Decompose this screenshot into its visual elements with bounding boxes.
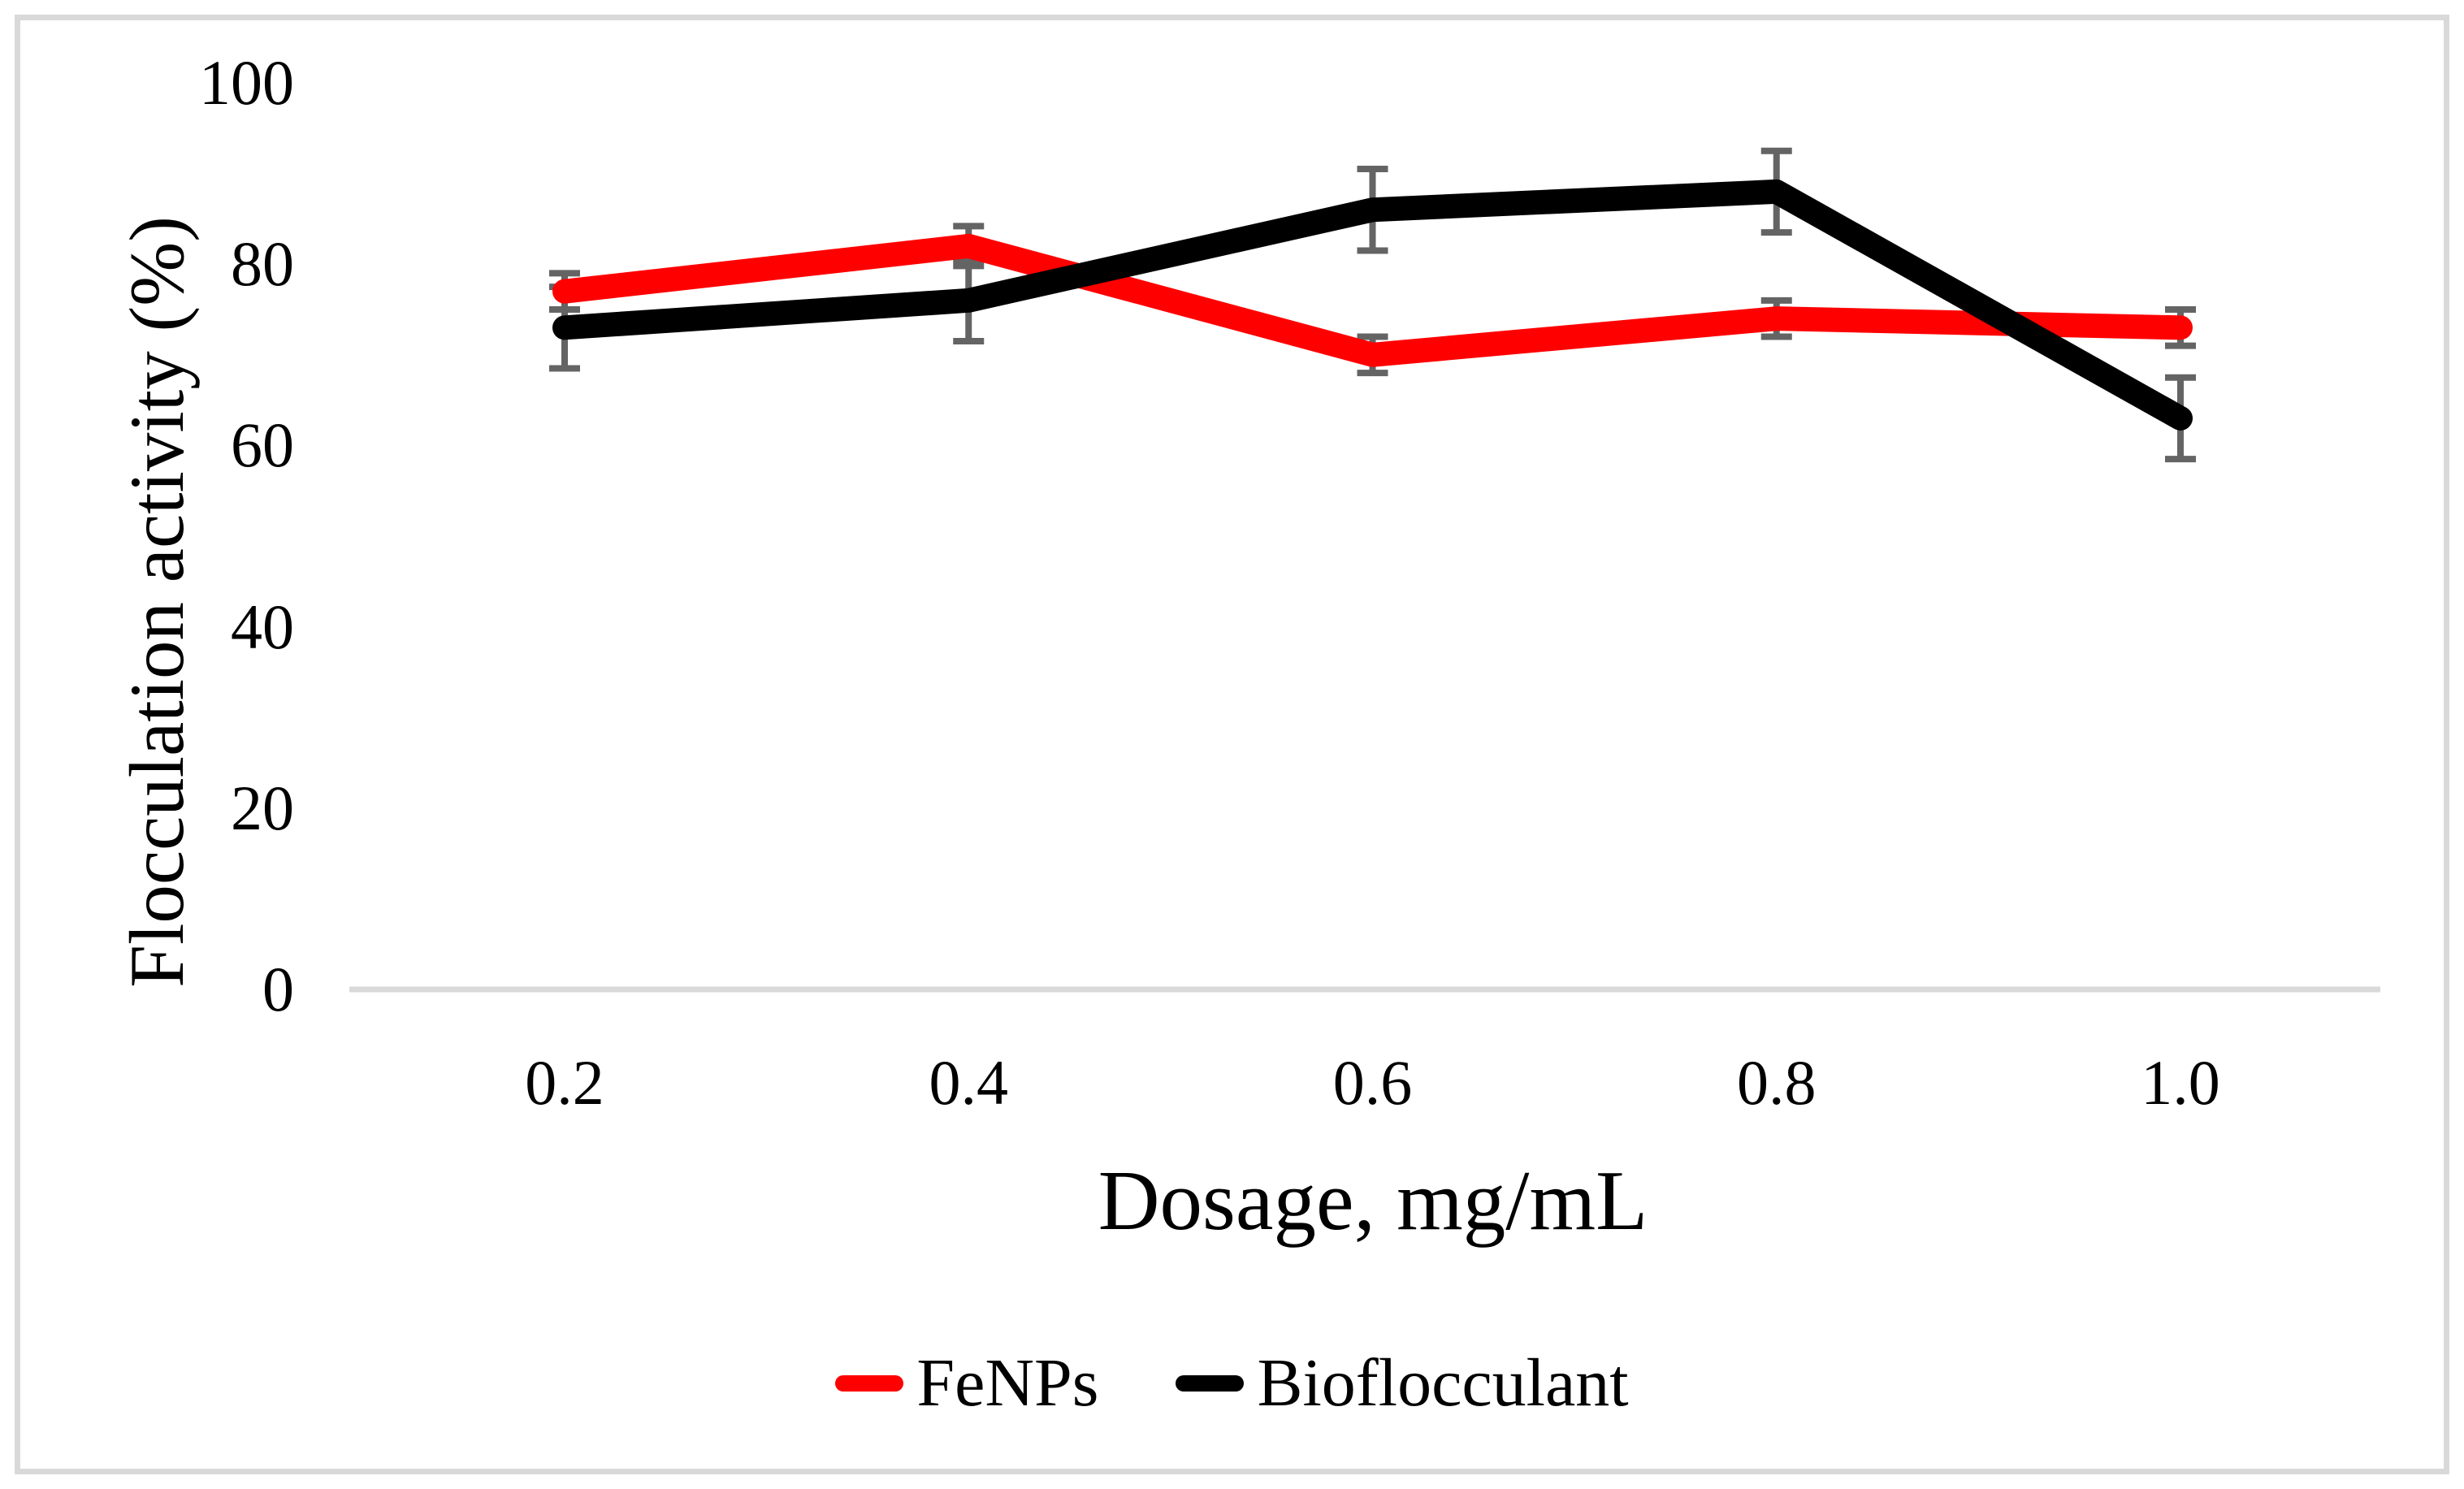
series-line-bioflocculant xyxy=(552,179,2193,431)
legend-label-bioflocculant: Bioflocculant xyxy=(1257,1345,1629,1421)
x-tick-label-0.8: 0.8 xyxy=(1737,1047,1817,1118)
series-line-fenps xyxy=(552,233,2193,367)
x-tick-label-0.4: 0.4 xyxy=(929,1047,1009,1118)
y-tick-label-20: 20 xyxy=(231,772,294,843)
fenps-line-swatch xyxy=(835,1375,904,1392)
bioflocculant-line-swatch xyxy=(1176,1375,1245,1392)
y-tick-label-40: 40 xyxy=(231,591,294,662)
y-tick-label-0: 0 xyxy=(262,954,294,1024)
x-tick-label-0.6: 0.6 xyxy=(1332,1047,1413,1118)
y-tick-label-60: 60 xyxy=(231,409,294,481)
x-tick-label-0.2: 0.2 xyxy=(525,1047,604,1118)
y-tick-label-100: 100 xyxy=(199,47,294,118)
figure-border-frame xyxy=(15,15,2449,1474)
x-tick-label-1.0: 1.0 xyxy=(2141,1047,2220,1118)
legend-label-fenps: FeNPs xyxy=(916,1345,1099,1421)
y-tick-label-80: 80 xyxy=(231,228,294,300)
legend-item-fenps: FeNPs xyxy=(835,1339,1098,1428)
chart-legend: FeNPs Bioflocculant xyxy=(0,1339,2464,1428)
legend-item-bioflocculant: Bioflocculant xyxy=(1176,1339,1629,1428)
x-axis-title: Dosage, mg/mL xyxy=(1098,1153,1648,1248)
